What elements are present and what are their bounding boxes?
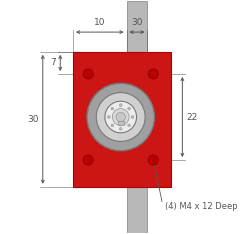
Text: 22: 22: [186, 113, 198, 121]
Circle shape: [128, 124, 130, 127]
Circle shape: [112, 109, 129, 125]
Circle shape: [128, 107, 130, 110]
Text: 30: 30: [131, 18, 143, 27]
Circle shape: [83, 69, 93, 79]
Bar: [126, 187, 148, 233]
Circle shape: [119, 128, 122, 130]
Circle shape: [96, 93, 145, 141]
Circle shape: [105, 101, 136, 133]
Text: 7: 7: [50, 58, 56, 67]
Circle shape: [83, 155, 93, 165]
Text: 10: 10: [94, 18, 106, 27]
Text: (4) M4 x 12 Deep: (4) M4 x 12 Deep: [165, 202, 238, 211]
Bar: [118, 121, 124, 125]
Circle shape: [87, 83, 154, 151]
Circle shape: [119, 104, 122, 106]
Circle shape: [148, 69, 158, 79]
Circle shape: [116, 112, 125, 122]
Text: 30: 30: [27, 115, 38, 124]
Bar: [73, 52, 171, 187]
Circle shape: [108, 116, 110, 118]
Circle shape: [111, 124, 114, 127]
Circle shape: [148, 155, 158, 165]
Circle shape: [131, 116, 134, 118]
Circle shape: [111, 107, 114, 110]
Bar: [126, 1, 148, 52]
